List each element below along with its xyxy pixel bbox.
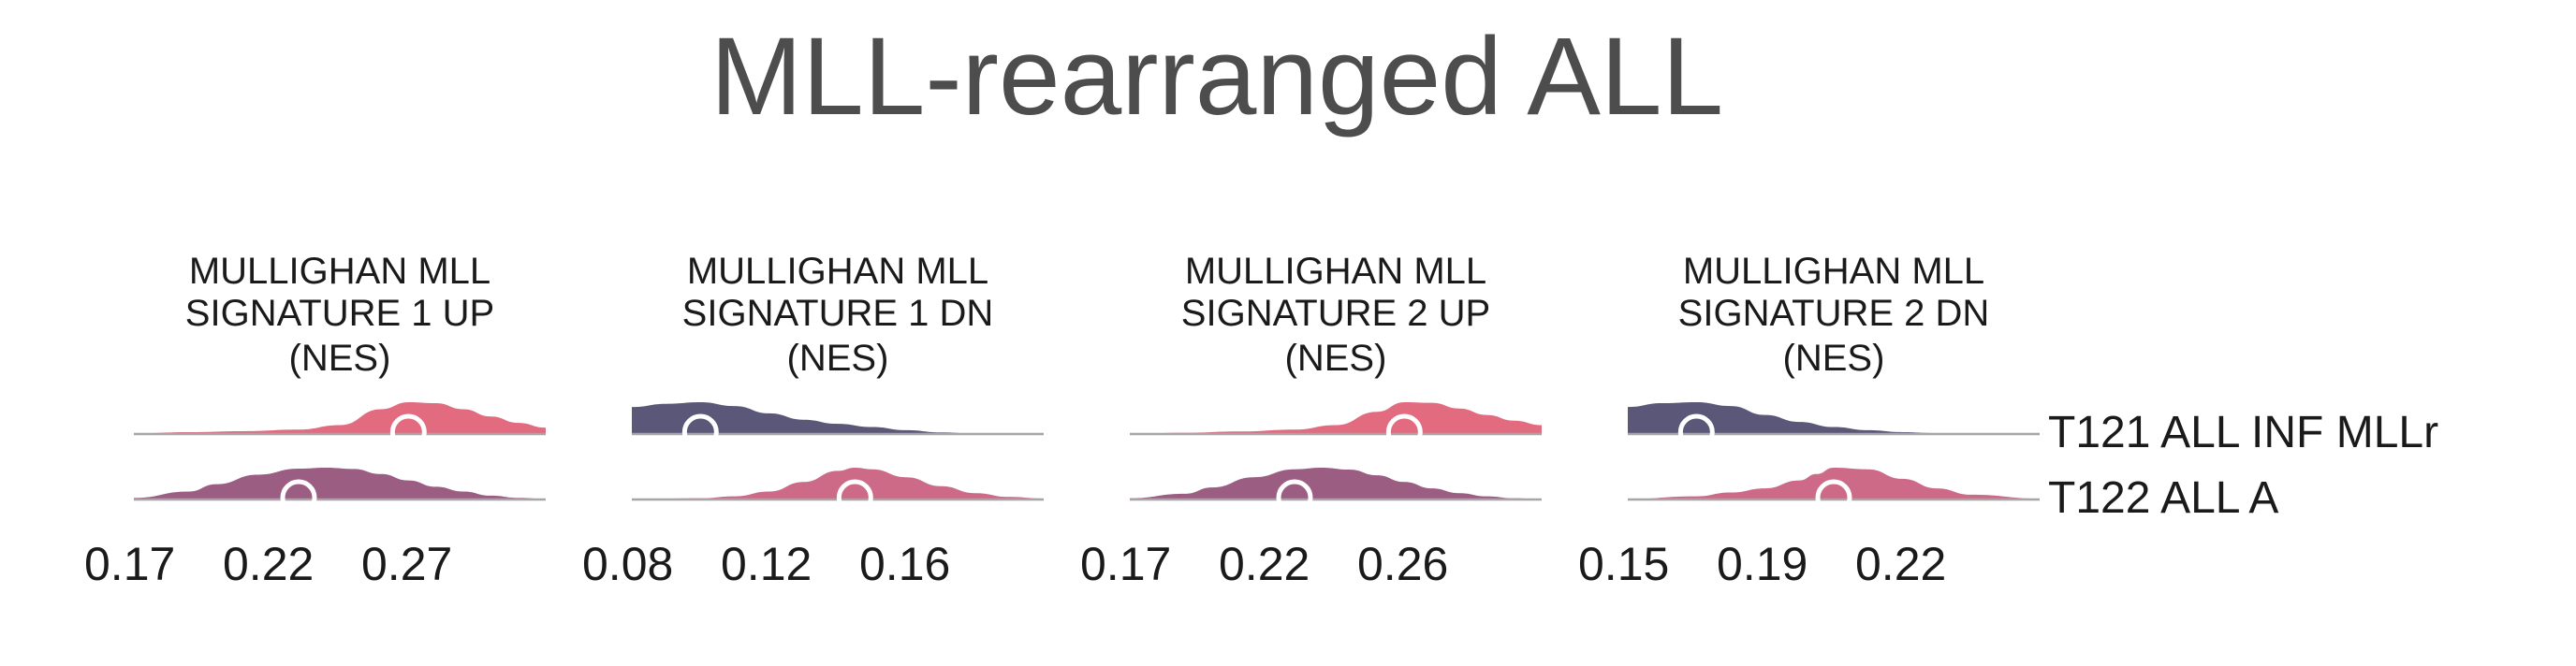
density-ridge bbox=[134, 402, 546, 434]
row-label-1: T121 ALL INF MLLr bbox=[2048, 408, 2438, 457]
marker-circle bbox=[1276, 479, 1313, 516]
panel-title-line: SIGNATURE 1 DN bbox=[682, 293, 994, 334]
density-ridge bbox=[632, 402, 1044, 434]
density-ridge bbox=[632, 468, 1044, 500]
x-tick-label: 0.16 bbox=[859, 538, 950, 590]
chart-title: MLL-rearranged ALL bbox=[710, 15, 1723, 138]
panel-title-line: SIGNATURE 1 UP bbox=[185, 293, 494, 334]
x-tick-label: 0.22 bbox=[1219, 538, 1310, 590]
panel-title-line: (NES) bbox=[787, 338, 889, 379]
panel-title-line: (NES) bbox=[289, 338, 391, 379]
density-ridge bbox=[1130, 468, 1542, 500]
panel-title-line: (NES) bbox=[1783, 338, 1885, 379]
x-tick-label: 0.17 bbox=[84, 538, 175, 590]
marker-circle bbox=[389, 413, 427, 451]
density-ridge bbox=[134, 468, 546, 500]
panel-title-line: SIGNATURE 2 DN bbox=[1678, 293, 1990, 334]
marker-circle bbox=[1385, 413, 1423, 451]
x-tick-label: 0.22 bbox=[1855, 538, 1946, 590]
x-tick-label: 0.26 bbox=[1357, 538, 1448, 590]
x-tick-label: 0.15 bbox=[1578, 538, 1669, 590]
x-tick-label: 0.12 bbox=[721, 538, 812, 590]
marker-circle bbox=[1677, 413, 1715, 451]
density-ridge bbox=[1628, 402, 2040, 434]
x-tick-label: 0.08 bbox=[582, 538, 673, 590]
panel-title-line: MULLIGHAN MLL bbox=[189, 251, 490, 292]
row-label-2: T122 ALL A bbox=[2048, 473, 2278, 523]
x-tick-label: 0.27 bbox=[361, 538, 452, 590]
marker-circle bbox=[836, 479, 873, 516]
marker-circle bbox=[280, 479, 317, 516]
panel-title-line: MULLIGHAN MLL bbox=[1185, 251, 1486, 292]
x-tick-label: 0.19 bbox=[1717, 538, 1808, 590]
x-tick-label: 0.17 bbox=[1080, 538, 1171, 590]
panel-title-line: MULLIGHAN MLL bbox=[1683, 251, 1984, 292]
x-tick-label: 0.22 bbox=[223, 538, 314, 590]
marker-circle bbox=[681, 413, 719, 451]
panel-title-line: SIGNATURE 2 UP bbox=[1181, 293, 1490, 334]
panel-title-line: (NES) bbox=[1285, 338, 1387, 379]
panel-title-line: MULLIGHAN MLL bbox=[687, 251, 988, 292]
marker-circle bbox=[1815, 479, 1852, 516]
density-ridge bbox=[1130, 402, 1542, 434]
